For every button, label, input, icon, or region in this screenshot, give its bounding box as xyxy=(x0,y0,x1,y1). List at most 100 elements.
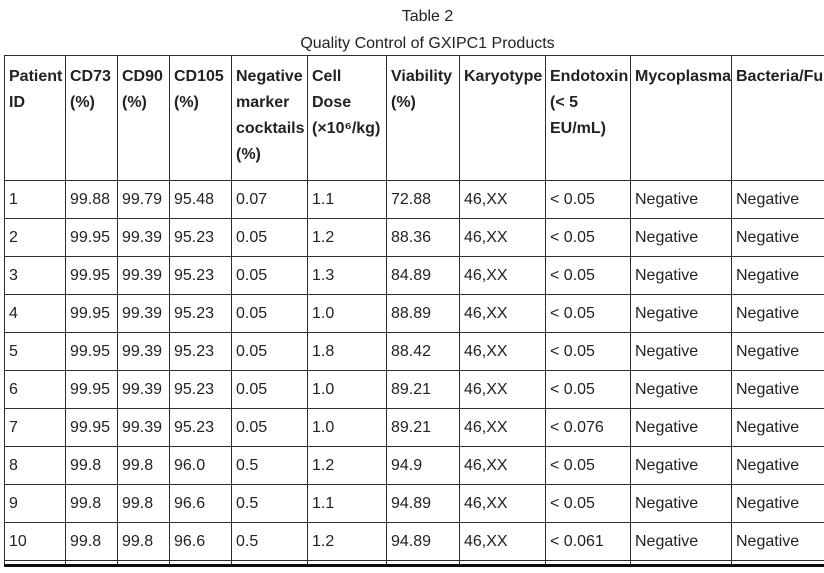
cell-patient_id: 3 xyxy=(4,256,66,295)
cell-viability: 94.89 xyxy=(386,522,460,561)
clipped-cell xyxy=(459,560,546,567)
cell-mycoplasma: Negative xyxy=(630,484,732,523)
cell-endotoxin: < 0.05 xyxy=(545,332,631,371)
table-row: 8 99.8 99.8 96.0 0.5 1.2 94.9 46,XX < 0.05 Negati… xyxy=(4,446,824,485)
cell-cd105: 95.23 xyxy=(169,218,232,257)
cell-endotoxin: < 0.05 xyxy=(545,218,631,257)
cell-cd73: 99.95 xyxy=(65,294,118,333)
cell-negative_marker_cocktails: 0.5 xyxy=(231,522,308,561)
table-row: 1 99.88 99.79 95.48 0.07 1.1 72.88 46,XX < 0.05 N… xyxy=(4,180,824,219)
cell-negative_marker_cocktails: 0.05 xyxy=(231,332,308,371)
clipped-cell xyxy=(731,560,824,567)
cell-viability: 94.89 xyxy=(386,484,460,523)
cell-cd90: 99.39 xyxy=(117,408,170,447)
column-header-endotoxin: Endotoxin (< 5 EU/mL) xyxy=(545,55,631,181)
cell-negative_marker_cocktails: 0.05 xyxy=(231,408,308,447)
cell-karyotype: 46,XX xyxy=(459,408,546,447)
cell-cell_dose: 1.1 xyxy=(307,484,387,523)
cell-cd105: 95.23 xyxy=(169,408,232,447)
cell-karyotype: 46,XX xyxy=(459,218,546,257)
cell-cd105: 95.23 xyxy=(169,332,232,371)
cell-viability: 72.88 xyxy=(386,180,460,219)
cell-cd90: 99.39 xyxy=(117,294,170,333)
cell-karyotype: 46,XX xyxy=(459,370,546,409)
cell-cell_dose: 1.2 xyxy=(307,218,387,257)
cell-negative_marker_cocktails: 0.5 xyxy=(231,446,308,485)
cell-mycoplasma: Negative xyxy=(630,370,732,409)
cell-mycoplasma: Negative xyxy=(630,218,732,257)
cell-cd105: 95.48 xyxy=(169,180,232,219)
cell-endotoxin: < 0.05 xyxy=(545,294,631,333)
table-caption-number: Table 2 xyxy=(401,8,454,25)
table-row: 4 99.95 99.39 95.23 0.05 1.0 88.89 46,XX < 0.05 N… xyxy=(4,294,824,333)
cell-cd90: 99.79 xyxy=(117,180,170,219)
table-row: 5 99.95 99.39 95.23 0.05 1.8 88.42 46,XX < 0.05 N… xyxy=(4,332,824,371)
cell-mycoplasma: Negative xyxy=(630,294,732,333)
cell-patient_id: 4 xyxy=(4,294,66,333)
cell-bacteria_fungi: Negative xyxy=(731,294,824,333)
cell-cd105: 96.6 xyxy=(169,484,232,523)
cell-patient_id: 2 xyxy=(4,218,66,257)
column-header-negative_marker_cocktails: Negative marker cocktails (%) xyxy=(231,55,308,181)
cell-bacteria_fungi: Negative xyxy=(731,484,824,523)
cell-cell_dose: 1.1 xyxy=(307,180,387,219)
cell-cd105: 96.0 xyxy=(169,446,232,485)
table-caption-title: Quality Control of GXIPC1 Products xyxy=(300,35,555,52)
cell-cd73: 99.8 xyxy=(65,522,118,561)
cell-patient_id: 10 xyxy=(4,522,66,561)
cell-cd73: 99.95 xyxy=(65,218,118,257)
cell-negative_marker_cocktails: 0.05 xyxy=(231,256,308,295)
column-header-viability: Viability (%) xyxy=(386,55,460,181)
cell-cd73: 99.8 xyxy=(65,484,118,523)
cell-endotoxin: < 0.05 xyxy=(545,180,631,219)
cell-negative_marker_cocktails: 0.05 xyxy=(231,370,308,409)
table-header-row: Patient ID CD73 (%) CD90 (%) CD105 (%) Negat… xyxy=(4,55,824,181)
cell-bacteria_fungi: Negative xyxy=(731,370,824,409)
cell-cd105: 95.23 xyxy=(169,294,232,333)
cell-cell_dose: 1.0 xyxy=(307,294,387,333)
column-header-cd105: CD105 (%) xyxy=(169,55,232,181)
cell-bacteria_fungi: Negative xyxy=(731,446,824,485)
cell-endotoxin: < 0.05 xyxy=(545,256,631,295)
table-row: 9 99.8 99.8 96.6 0.5 1.1 94.89 46,XX < 0.05 Negat… xyxy=(4,484,824,523)
cell-endotoxin: < 0.061 xyxy=(545,522,631,561)
cell-cd73: 99.95 xyxy=(65,256,118,295)
cell-cd73: 99.95 xyxy=(65,408,118,447)
cell-karyotype: 46,XX xyxy=(459,332,546,371)
column-header-cd90: CD90 (%) xyxy=(117,55,170,181)
cell-mycoplasma: Negative xyxy=(630,256,732,295)
cell-cd90: 99.39 xyxy=(117,256,170,295)
cell-endotoxin: < 0.076 xyxy=(545,408,631,447)
cell-patient_id: 1 xyxy=(4,180,66,219)
cell-karyotype: 46,XX xyxy=(459,294,546,333)
cell-endotoxin: < 0.05 xyxy=(545,370,631,409)
cell-cd105: 96.6 xyxy=(169,522,232,561)
cell-endotoxin: < 0.05 xyxy=(545,446,631,485)
cell-cell_dose: 1.2 xyxy=(307,522,387,561)
cell-cell_dose: 1.8 xyxy=(307,332,387,371)
cell-bacteria_fungi: Negative xyxy=(731,218,824,257)
cell-bacteria_fungi: Negative xyxy=(731,180,824,219)
cell-patient_id: 5 xyxy=(4,332,66,371)
cell-cd90: 99.39 xyxy=(117,370,170,409)
cell-negative_marker_cocktails: 0.05 xyxy=(231,218,308,257)
cell-patient_id: 7 xyxy=(4,408,66,447)
clipped-cell xyxy=(307,560,387,567)
clipped-cell xyxy=(169,560,232,567)
cell-cd105: 95.23 xyxy=(169,256,232,295)
clipped-cell xyxy=(117,560,170,567)
cell-viability: 84.89 xyxy=(386,256,460,295)
column-header-cell_dose: Cell Dose (×10⁶/kg) xyxy=(307,55,387,181)
clipped-cell xyxy=(65,560,118,567)
cell-bacteria_fungi: Negative xyxy=(731,522,824,561)
cell-viability: 88.42 xyxy=(386,332,460,371)
cell-viability: 94.9 xyxy=(386,446,460,485)
column-header-karyotype: Karyotype xyxy=(459,55,546,181)
table-caption: Table 2 Quality Control of GXIPC1 Produc… xyxy=(4,0,824,55)
cell-karyotype: 46,XX xyxy=(459,484,546,523)
table-row: 10 99.8 99.8 96.6 0.5 1.2 94.89 46,XX < 0.061 Neg… xyxy=(4,522,824,561)
cell-cd73: 99.8 xyxy=(65,446,118,485)
cell-cell_dose: 1.0 xyxy=(307,370,387,409)
cell-cd73: 99.95 xyxy=(65,370,118,409)
